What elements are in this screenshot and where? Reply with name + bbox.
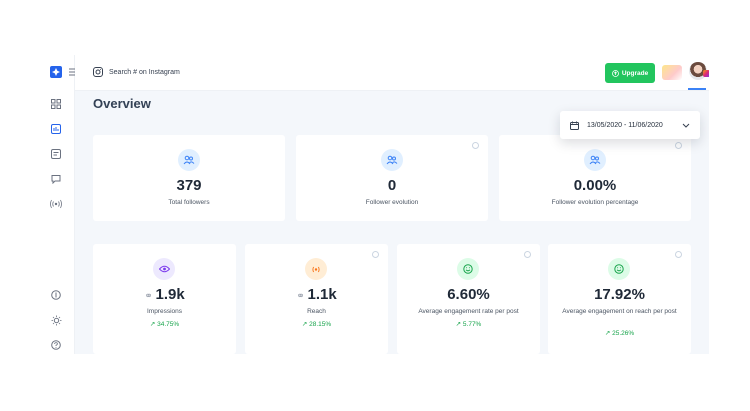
users-icon — [381, 149, 403, 171]
messages-icon[interactable] — [49, 172, 63, 186]
upgrade-icon — [611, 69, 619, 77]
trend-value: 25.26% — [612, 330, 635, 337]
users-icon — [178, 149, 200, 171]
stat-label: Follower evolution percentage — [551, 199, 639, 206]
stat-label: Reach — [307, 308, 326, 315]
stat-value-row: ⚭ 1.1k — [245, 286, 388, 303]
trend-row: ↗ 5.77% — [397, 320, 540, 328]
sun-icon[interactable] — [49, 313, 63, 327]
info-icon[interactable] — [372, 251, 379, 258]
smile-icon — [457, 258, 479, 280]
posts-icon[interactable] — [49, 147, 63, 161]
broadcast-icon[interactable] — [49, 197, 63, 211]
top-bar: Search # on Instagram Upgrade — [75, 55, 709, 91]
link-icon: ⚭ — [296, 291, 308, 302]
stat-card-follower-evolution: 0 Follower evolution — [296, 135, 488, 221]
stat-value: 0.00% — [573, 177, 617, 194]
stat-value: 0 — [387, 177, 397, 194]
stat-label: Total followers — [168, 199, 210, 206]
stat-value: 6.60% — [447, 286, 490, 303]
stat-label: Average engagement rate per post — [418, 308, 519, 315]
stat-card-reach: ⚭ 1.1k Reach ↗ 28.15% — [245, 244, 388, 354]
stat-card-avg-engagement-rate: 6.60% Average engagement rate per post ↗… — [397, 244, 540, 354]
search-bar[interactable]: Search # on Instagram — [93, 67, 180, 77]
stat-value-row: ⚭ 1.9k — [93, 286, 236, 303]
trend-value: 5.77% — [462, 321, 482, 328]
stat-label: Follower evolution — [365, 199, 419, 206]
trend-value: 28.15% — [309, 321, 332, 328]
instagram-icon — [93, 67, 103, 77]
trend-up-icon: ↗ — [301, 321, 310, 328]
stat-value: 1.9k — [155, 286, 185, 303]
trend-row: ↗ 25.26% — [548, 329, 691, 337]
date-range-picker[interactable]: 13/05/2020 - 11/06/2020 — [560, 111, 700, 139]
chevron-down-icon — [682, 123, 690, 128]
stat-card-impressions: ⚭ 1.9k Impressions ↗ 34.75% — [93, 244, 236, 354]
trend-up-icon: ↗ — [604, 330, 613, 337]
dollar-icon[interactable] — [49, 288, 63, 302]
stat-label: Average engagement on reach per post — [562, 308, 677, 315]
stat-card-follower-evolution-percentage: 0.00% Follower evolution percentage — [499, 135, 691, 221]
analytics-icon[interactable] — [49, 122, 63, 136]
stat-card-total-followers: 379 Total followers — [93, 135, 285, 221]
date-range-value: 13/05/2020 - 11/06/2020 — [587, 121, 663, 129]
trend-row: ↗ 34.75% — [93, 320, 236, 328]
dashboard-icon[interactable] — [49, 97, 63, 111]
broadcast-icon — [305, 258, 327, 280]
sidebar — [40, 55, 79, 354]
eye-icon — [153, 258, 175, 280]
search-placeholder: Search # on Instagram — [109, 68, 180, 76]
trend-value: 34.75% — [157, 321, 180, 328]
users-icon — [584, 149, 606, 171]
link-icon: ⚭ — [144, 291, 156, 302]
stat-value: 1.1k — [307, 286, 337, 303]
page-title: Overview — [93, 96, 151, 111]
stat-value: 379 — [176, 177, 202, 194]
upgrade-label: Upgrade — [621, 69, 649, 77]
avatar[interactable] — [689, 62, 707, 80]
app-window: Search # on Instagram Upgrade Overview 3… — [40, 55, 709, 354]
calendar-icon — [570, 121, 579, 130]
upgrade-button[interactable]: Upgrade — [605, 63, 655, 83]
logo-icon[interactable] — [49, 65, 63, 79]
trend-up-icon: ↗ — [455, 321, 463, 328]
account-thumbnail[interactable] — [662, 65, 682, 80]
trend-up-icon: ↗ — [149, 321, 158, 328]
instagram-badge-icon — [703, 70, 709, 77]
info-icon[interactable] — [524, 251, 531, 258]
active-account-indicator — [688, 88, 706, 90]
stat-label: Impressions — [146, 308, 183, 315]
info-icon[interactable] — [472, 142, 479, 149]
help-icon[interactable] — [49, 338, 63, 352]
trend-row: ↗ 28.15% — [245, 320, 388, 328]
stat-value: 17.92% — [594, 286, 645, 303]
info-icon[interactable] — [675, 142, 682, 149]
info-icon[interactable] — [675, 251, 682, 258]
stat-card-avg-engagement-reach: 17.92% Average engagement on reach per p… — [548, 244, 691, 354]
smile-icon — [608, 258, 630, 280]
